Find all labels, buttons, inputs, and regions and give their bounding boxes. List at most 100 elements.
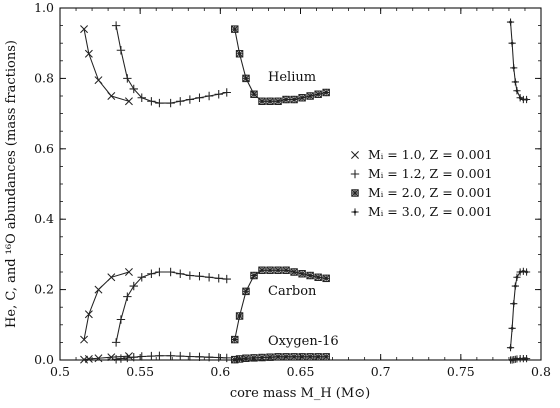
data-point bbox=[116, 354, 126, 363]
data-point bbox=[80, 335, 89, 344]
data-point bbox=[250, 90, 258, 98]
data-point bbox=[166, 98, 175, 108]
annotation-oxygen-16: Oxygen-16 bbox=[268, 334, 339, 349]
data-point bbox=[282, 266, 290, 274]
y-tick-label: 1.0 bbox=[34, 0, 54, 15]
data-point bbox=[266, 266, 274, 274]
legend-marker bbox=[351, 189, 359, 197]
legend-marker-star-icon bbox=[351, 189, 359, 197]
data-point bbox=[511, 282, 519, 290]
data-point bbox=[204, 91, 214, 101]
data-point bbox=[510, 64, 518, 72]
legend-label: Mᵢ = 1.2, Z = 0.001 bbox=[368, 166, 492, 181]
data-point bbox=[510, 300, 518, 308]
data-point bbox=[516, 94, 524, 102]
data-point bbox=[222, 88, 231, 97]
tick-labels: 0.5 0.55 0.6 0.65 0.7 0.75 0.8 0.0 0.2 0.4 0.6 0.8 1… bbox=[34, 0, 551, 379]
data-point bbox=[306, 353, 314, 361]
series-line bbox=[83, 29, 130, 102]
data-point bbox=[298, 353, 306, 361]
x-tick-label: 0.7 bbox=[371, 364, 391, 379]
data-point bbox=[123, 292, 132, 301]
data-point bbox=[274, 353, 282, 361]
data-point bbox=[124, 352, 133, 361]
data-point bbox=[147, 351, 156, 361]
x-tick-label: 0.8 bbox=[531, 364, 551, 379]
data-point bbox=[306, 92, 314, 100]
series-plus-helium bbox=[111, 21, 231, 108]
data-point bbox=[266, 97, 274, 106]
data-point bbox=[111, 21, 121, 30]
data-point bbox=[235, 312, 244, 320]
series-star-helium bbox=[231, 25, 330, 106]
data-point bbox=[116, 315, 126, 324]
data-point bbox=[282, 353, 290, 361]
data-point bbox=[111, 355, 121, 364]
plot-border bbox=[59, 7, 542, 361]
series-star-carbon bbox=[231, 266, 330, 344]
legend-marker bbox=[350, 169, 360, 179]
data-point bbox=[129, 84, 138, 94]
data-point bbox=[508, 39, 516, 47]
legend-label: Mᵢ = 3.0, Z = 0.001 bbox=[368, 204, 492, 219]
series-x-oxygen-16 bbox=[80, 352, 133, 364]
data-point bbox=[176, 269, 185, 278]
legend-label: Mᵢ = 1.0, Z = 0.001 bbox=[368, 147, 492, 162]
y-tick-label: 0.8 bbox=[34, 70, 54, 85]
series-plus-carbon bbox=[111, 267, 231, 347]
legend-entry-mi-1.2: Mᵢ = 1.2, Z = 0.001 bbox=[350, 166, 492, 181]
y-tick-label: 0.0 bbox=[34, 352, 54, 367]
data-point bbox=[274, 97, 282, 106]
series-cross4-oxygen-16 bbox=[506, 354, 531, 364]
series-line bbox=[510, 22, 527, 101]
legend-marker-x-icon bbox=[351, 151, 359, 159]
data-point bbox=[204, 352, 214, 362]
data-point bbox=[522, 268, 531, 276]
x-tick-label: 0.65 bbox=[287, 364, 315, 379]
annotation-helium: Helium bbox=[268, 70, 316, 85]
data-point bbox=[176, 351, 185, 361]
series-line bbox=[115, 271, 227, 343]
data-point bbox=[306, 271, 314, 280]
data-point bbox=[282, 95, 290, 104]
data-point bbox=[129, 352, 138, 362]
data-point bbox=[322, 88, 330, 97]
data-point bbox=[522, 354, 531, 363]
y-tick-label: 0.2 bbox=[34, 282, 54, 297]
legend: Mᵢ = 1.0, Z = 0.001 Mᵢ = 1.2, Z = 0.001 … bbox=[350, 147, 492, 219]
legend-entry-mi-3.0: Mᵢ = 3.0, Z = 0.001 bbox=[351, 204, 492, 219]
data-point bbox=[231, 335, 239, 344]
data-point bbox=[116, 46, 126, 55]
data-point bbox=[222, 274, 231, 284]
data-point bbox=[185, 352, 195, 361]
data-point bbox=[298, 94, 306, 102]
data-point bbox=[195, 93, 204, 102]
data-point bbox=[231, 25, 239, 33]
data-point bbox=[80, 25, 89, 34]
data-point bbox=[124, 97, 133, 106]
data-point bbox=[290, 268, 298, 276]
annotation-carbon: Carbon bbox=[268, 284, 317, 299]
data-point bbox=[322, 353, 330, 361]
legend-entry-mi-2.0: Mᵢ = 2.0, Z = 0.001 bbox=[351, 185, 492, 200]
series-line bbox=[510, 270, 527, 348]
data-point bbox=[185, 271, 195, 280]
data-point bbox=[137, 352, 146, 361]
data-point bbox=[231, 355, 239, 364]
data-point bbox=[266, 353, 274, 361]
data-point bbox=[195, 352, 204, 362]
y-tick-label: 0.6 bbox=[34, 141, 54, 156]
data-point bbox=[506, 344, 515, 352]
data-point bbox=[522, 95, 531, 104]
x-tick-label: 0.5 bbox=[50, 364, 70, 379]
data-point bbox=[314, 353, 322, 361]
series-line bbox=[234, 269, 327, 340]
legend-marker-plus-icon bbox=[350, 169, 360, 179]
series-star-oxygen-16 bbox=[231, 353, 330, 364]
legend-marker bbox=[351, 208, 359, 216]
data-point bbox=[274, 266, 282, 274]
data-point bbox=[298, 270, 306, 278]
data-point bbox=[242, 354, 250, 362]
data-point bbox=[147, 97, 156, 106]
